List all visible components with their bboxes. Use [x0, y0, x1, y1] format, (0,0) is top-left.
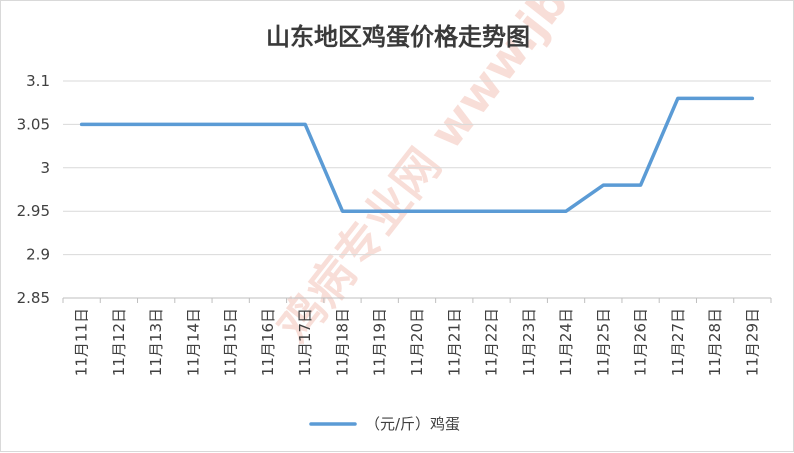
x-tick-label: 11月19日 — [371, 308, 389, 376]
x-tick-label: 11月24日 — [557, 308, 575, 376]
x-tick-label: 11月22日 — [483, 308, 501, 376]
legend-label: （元/斤）鸡蛋 — [365, 415, 460, 433]
x-tick-label: 11月17日 — [296, 308, 314, 376]
x-tick-label: 11月26日 — [632, 308, 650, 376]
watermark-text: 鸡病专业网 www.jbzyw.com — [267, 1, 714, 353]
y-tick-label: 3 — [40, 159, 50, 177]
y-tick-label: 3.05 — [17, 115, 50, 133]
x-tick-label: 11月28日 — [706, 308, 724, 376]
x-tick-label: 11月23日 — [520, 308, 538, 376]
y-tick-label: 2.95 — [17, 202, 50, 220]
series-line — [79, 96, 755, 213]
x-tick-label: 11月11日 — [73, 308, 91, 376]
x-tick-label: 11月21日 — [445, 308, 463, 376]
x-tick-label: 11月12日 — [110, 308, 128, 376]
x-tick-label: 11月29日 — [743, 308, 761, 376]
x-tick-label: 11月14日 — [184, 308, 202, 376]
y-tick-label: 3.1 — [26, 72, 50, 90]
y-tick-label: 2.9 — [26, 246, 50, 264]
x-tick-label: 11月16日 — [259, 308, 277, 376]
x-tick-label: 11月27日 — [669, 308, 687, 376]
x-tick-label: 11月20日 — [408, 308, 426, 376]
chart-title: 山东地区鸡蛋价格走势图 — [266, 22, 530, 51]
y-tick-label: 2.85 — [17, 289, 50, 307]
x-tick-label: 11月15日 — [222, 308, 240, 376]
x-tick-label: 11月25日 — [594, 308, 612, 376]
x-tick-label: 11月18日 — [333, 308, 351, 376]
x-tick-label: 11月13日 — [147, 308, 165, 376]
